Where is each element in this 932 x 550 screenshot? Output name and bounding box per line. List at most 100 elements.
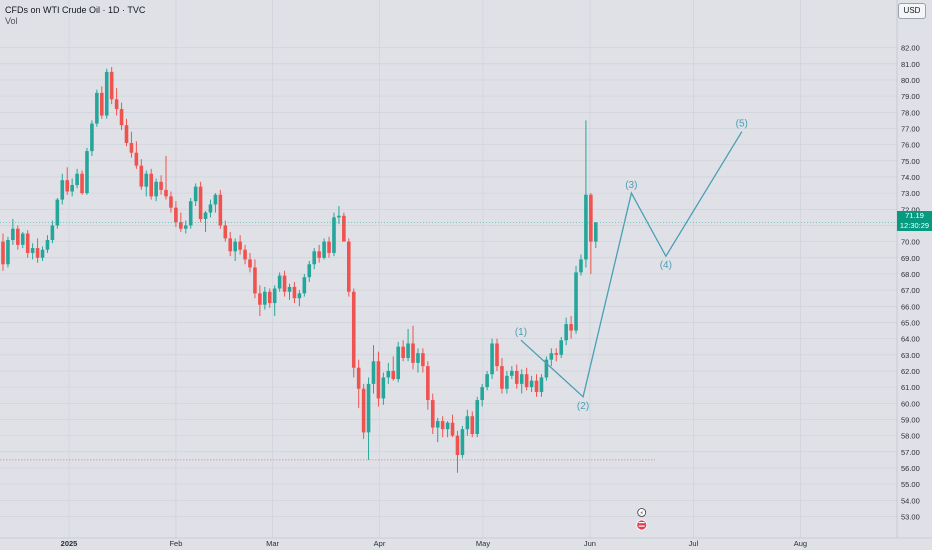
candle-body	[104, 71, 109, 116]
candle-body	[114, 99, 119, 110]
candle-body	[510, 370, 514, 376]
candle-body	[253, 267, 257, 294]
candle-body	[60, 180, 65, 200]
time-tick-label: Jul	[689, 539, 699, 548]
candle-body	[366, 383, 371, 433]
time-tick-label: Feb	[169, 539, 182, 548]
elliott-wave-path	[520, 131, 743, 399]
candle-body	[327, 241, 331, 253]
candle-body	[430, 400, 435, 428]
candle-body	[554, 353, 559, 355]
candle-body	[435, 421, 440, 428]
volume-label[interactable]: Vol	[5, 16, 18, 26]
price-tick-label: 74.00	[901, 173, 920, 182]
price-tick-label: 75.00	[901, 157, 920, 166]
candle-body	[263, 291, 267, 305]
candle-body	[149, 173, 153, 197]
price-tick-label: 80.00	[901, 76, 920, 85]
candle-body	[342, 215, 346, 242]
price-tick-label: 53.00	[901, 512, 920, 521]
price-tick-label: 55.00	[901, 480, 920, 489]
candle-body	[1, 241, 5, 265]
candle-body	[287, 286, 292, 292]
price-tick-label: 59.00	[901, 415, 920, 424]
time-tick-label: May	[476, 539, 490, 548]
candle-body	[514, 370, 519, 384]
wave-label: (2)	[577, 401, 589, 412]
candle-body	[332, 217, 336, 253]
candle-body	[203, 212, 208, 219]
candle-body	[90, 123, 94, 152]
us-flag-icon	[636, 519, 648, 531]
candle-body	[169, 196, 173, 208]
candle-body	[40, 249, 45, 258]
candle-body	[35, 248, 40, 258]
candle-body	[524, 374, 529, 388]
candle-body	[267, 291, 272, 304]
candle-body	[223, 225, 228, 239]
candle-body	[277, 275, 282, 289]
candle-body	[307, 264, 312, 278]
candle-body	[119, 109, 124, 126]
candle-body	[317, 251, 321, 258]
candle-body	[174, 207, 178, 223]
candle-body	[450, 422, 455, 436]
candle-body	[549, 353, 554, 360]
candle-body	[282, 275, 287, 292]
price-tick-label: 67.00	[901, 286, 920, 295]
price-tick-label: 57.00	[901, 448, 920, 457]
candle-body	[455, 435, 460, 456]
price-tick-label: 63.00	[901, 351, 920, 360]
candle-body	[183, 225, 188, 229]
candle-body	[381, 377, 386, 399]
candle-body	[243, 249, 247, 260]
time-tick-label: Apr	[374, 539, 386, 548]
price-tick-label: 64.00	[901, 335, 920, 344]
candle-body	[371, 361, 376, 384]
candle-body	[480, 387, 484, 401]
chart-legend: CFDs on WTI Crude Oil · 1D · TVC Vol	[5, 5, 145, 27]
price-tick-label: 69.00	[901, 254, 920, 263]
candle-body	[85, 151, 89, 194]
candle-body	[124, 125, 129, 144]
candle-body	[65, 180, 70, 192]
candle-body	[208, 204, 213, 213]
candle-body	[475, 400, 480, 435]
candle-body	[198, 186, 203, 219]
candle-body	[20, 233, 25, 245]
candle-body	[386, 370, 391, 378]
candle-body	[406, 343, 410, 359]
candle-body	[426, 366, 430, 401]
candle-body	[539, 377, 544, 392]
currency-button[interactable]: USD	[898, 3, 926, 19]
last-price-badge: 71.19 12:30:29	[897, 211, 932, 231]
candle-body	[302, 277, 307, 294]
candle-body	[440, 421, 445, 430]
candle-body	[11, 228, 15, 241]
candle-body	[6, 240, 10, 265]
candle-body	[144, 173, 149, 187]
price-tick-label: 65.00	[901, 318, 920, 327]
candle-body	[574, 272, 578, 331]
candle-body	[80, 173, 84, 194]
candle-body	[312, 251, 317, 265]
price-tick-label: 82.00	[901, 44, 920, 53]
symbol-title[interactable]: CFDs on WTI Crude Oil · 1D · TVC	[5, 5, 146, 15]
price-tick-label: 73.00	[901, 189, 920, 198]
price-tick-label: 58.00	[901, 432, 920, 441]
candle-body	[50, 225, 55, 241]
price-axis	[897, 0, 932, 550]
us-flag-stripe	[638, 525, 645, 527]
candle-body	[584, 194, 588, 260]
bar-countdown: 12:30:29	[899, 221, 930, 230]
price-tick-label: 79.00	[901, 92, 920, 101]
candle-body	[544, 359, 549, 378]
candle-body	[297, 293, 302, 299]
candle-body	[401, 346, 405, 359]
time-tick-label: Jun	[584, 539, 596, 548]
candle-body	[589, 194, 593, 242]
last-price-value: 71.19	[905, 211, 924, 220]
candle-body	[569, 324, 573, 331]
candle-body	[564, 324, 568, 341]
